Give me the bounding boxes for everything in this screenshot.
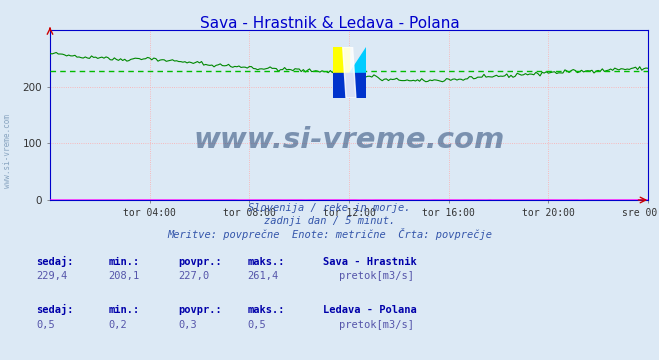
Text: maks.:: maks.: bbox=[247, 305, 285, 315]
Text: www.si-vreme.com: www.si-vreme.com bbox=[3, 114, 13, 188]
Bar bbox=[333, 47, 349, 72]
Text: povpr.:: povpr.: bbox=[178, 305, 221, 315]
Polygon shape bbox=[349, 47, 366, 72]
Text: Slovenija / reke in morje.: Slovenija / reke in morje. bbox=[248, 203, 411, 213]
Text: Meritve: povprečne  Enote: metrične  Črta: povprečje: Meritve: povprečne Enote: metrične Črta:… bbox=[167, 228, 492, 240]
Text: www.si-vreme.com: www.si-vreme.com bbox=[193, 126, 505, 154]
Text: povpr.:: povpr.: bbox=[178, 257, 221, 267]
Text: 0,2: 0,2 bbox=[109, 320, 127, 330]
Text: 0,3: 0,3 bbox=[178, 320, 196, 330]
Text: 0,5: 0,5 bbox=[247, 320, 266, 330]
Text: sedaj:: sedaj: bbox=[36, 256, 74, 267]
Text: min.:: min.: bbox=[109, 305, 140, 315]
Text: zadnji dan / 5 minut.: zadnji dan / 5 minut. bbox=[264, 216, 395, 226]
Text: pretok[m3/s]: pretok[m3/s] bbox=[339, 320, 415, 330]
Polygon shape bbox=[343, 47, 356, 98]
Text: pretok[m3/s]: pretok[m3/s] bbox=[339, 271, 415, 281]
Text: 0,5: 0,5 bbox=[36, 320, 55, 330]
Text: 208,1: 208,1 bbox=[109, 271, 140, 281]
Text: 229,4: 229,4 bbox=[36, 271, 67, 281]
Text: Sava - Hrastnik: Sava - Hrastnik bbox=[323, 257, 416, 267]
Text: sedaj:: sedaj: bbox=[36, 304, 74, 315]
Text: 261,4: 261,4 bbox=[247, 271, 278, 281]
Text: Ledava - Polana: Ledava - Polana bbox=[323, 305, 416, 315]
Text: 227,0: 227,0 bbox=[178, 271, 209, 281]
Text: min.:: min.: bbox=[109, 257, 140, 267]
Text: Sava - Hrastnik & Ledava - Polana: Sava - Hrastnik & Ledava - Polana bbox=[200, 16, 459, 31]
Text: maks.:: maks.: bbox=[247, 257, 285, 267]
Bar bbox=[333, 72, 366, 98]
